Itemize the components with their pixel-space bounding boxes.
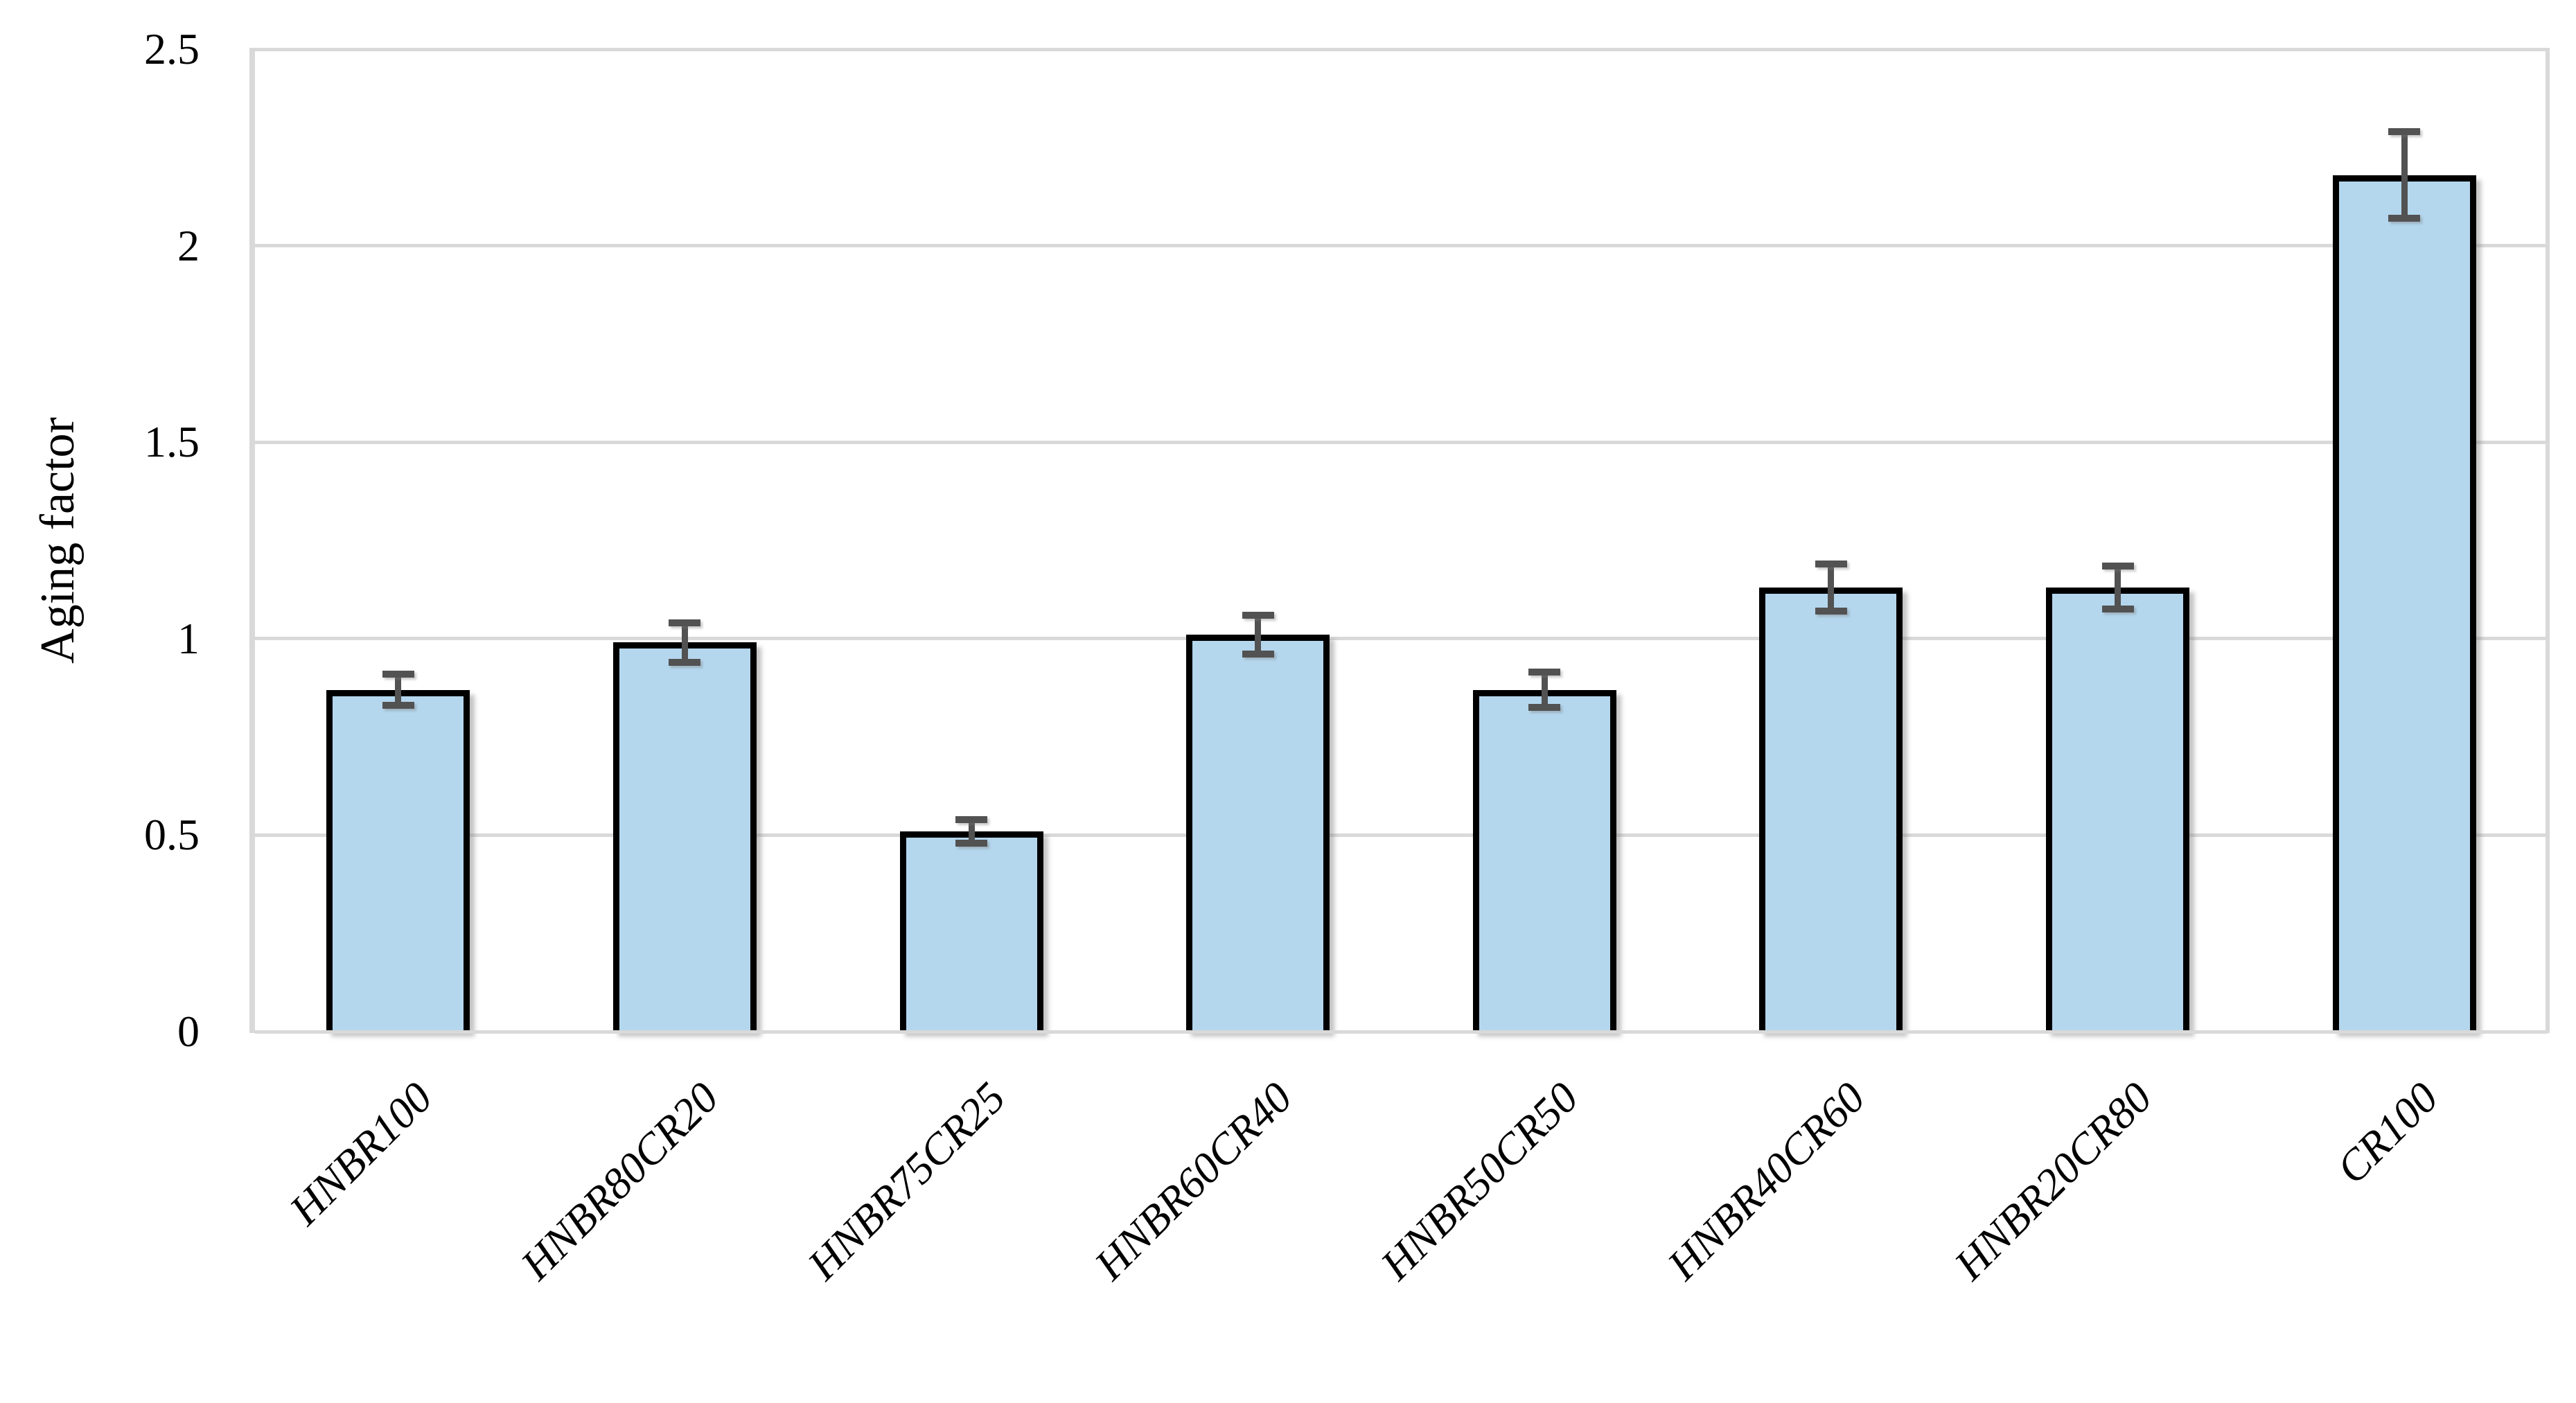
error-bar-cap	[2101, 606, 2134, 613]
bar-hnbr50cr50	[1472, 689, 1616, 1032]
error-bar-cap	[382, 702, 414, 709]
y-tick-label: 2	[177, 220, 200, 270]
error-bar-cap	[1528, 704, 1561, 712]
gridline	[255, 47, 2548, 51]
gridline	[255, 244, 2548, 248]
error-bar-stem	[2115, 565, 2121, 610]
y-tick-label: 0	[177, 1007, 200, 1056]
error-bar-cap	[1528, 669, 1561, 676]
x-tick-label-hnbr80cr20: HNBR80CR20	[511, 1073, 728, 1289]
y-tick-label: 2.5	[144, 24, 200, 73]
error-bar-stem	[1255, 615, 1262, 655]
error-bar-cap	[2388, 128, 2421, 136]
x-tick-label-hnbr20cr80: HNBR20CR80	[1944, 1073, 2161, 1289]
bar-hnbr20cr80	[2046, 588, 2190, 1032]
bar-hnbr80cr20	[612, 642, 757, 1032]
error-bar-cap	[1815, 608, 1847, 615]
bar-hnbr100	[326, 689, 470, 1032]
gridline	[255, 637, 2548, 641]
y-tick-label: 0.5	[144, 810, 200, 860]
error-bar-cap	[2101, 562, 2134, 570]
bar-hnbr60cr40	[1186, 635, 1330, 1032]
error-bar-cap	[955, 815, 988, 823]
error-bar-stem	[1541, 672, 1548, 708]
error-bar-stem	[2401, 132, 2408, 218]
x-tick-label-hnbr75cr25: HNBR75CR25	[798, 1073, 1015, 1289]
error-bar-cap	[1242, 611, 1274, 619]
x-tick-label-hnbr100: HNBR100	[280, 1073, 442, 1235]
error-bar-stem	[681, 623, 688, 662]
x-tick-label-hnbr50cr50: HNBR50CR50	[1371, 1073, 1588, 1289]
error-bar-cap	[669, 658, 701, 666]
error-bar-cap	[1242, 651, 1274, 658]
error-bar-stem	[1828, 564, 1835, 612]
error-bar-cap	[955, 839, 988, 847]
x-tick-label-hnbr60cr40: HNBR60CR40	[1085, 1073, 1301, 1289]
y-axis-line	[249, 48, 255, 1033]
error-bar-stem	[395, 673, 402, 706]
bar-hnbr75cr25	[899, 831, 1043, 1032]
plot-right-border	[2546, 48, 2550, 1033]
y-tick-label: 1	[177, 613, 200, 663]
bar-hnbr40cr60	[1759, 588, 1903, 1032]
error-bar-cap	[382, 670, 414, 678]
x-axis-baseline	[255, 1030, 2548, 1034]
error-bar-cap	[669, 619, 701, 627]
x-tick-label-cr100: CR100	[2327, 1073, 2448, 1193]
y-tick-label: 1.5	[144, 417, 200, 467]
error-bar-cap	[2388, 214, 2421, 222]
gridline	[255, 440, 2548, 444]
error-bar-stem	[968, 819, 975, 843]
error-bar-cap	[1815, 561, 1847, 568]
gridline	[255, 833, 2548, 837]
bar-cr100	[2332, 175, 2476, 1032]
x-tick-label-hnbr40cr60: HNBR40CR60	[1658, 1073, 1875, 1289]
